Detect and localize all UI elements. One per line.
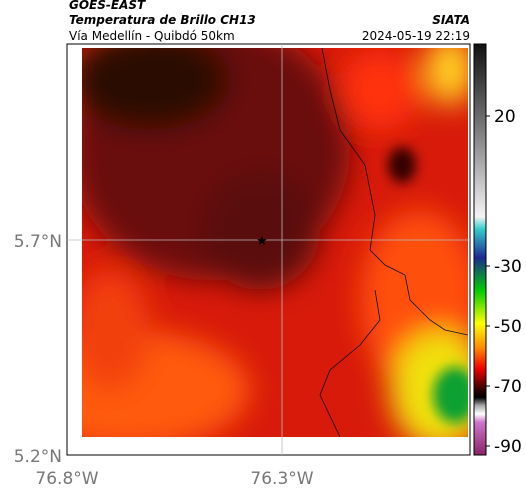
colorbar-tick-label: -70	[494, 377, 522, 397]
lon-label: 76.3°W	[250, 469, 313, 489]
source: GOES-EAST	[69, 0, 146, 12]
colorbar-tick-label: -30	[494, 257, 522, 277]
station-star: ★	[256, 234, 268, 249]
lat-label: 5.2°N	[14, 447, 62, 467]
lon-label: 76.8°W	[35, 469, 98, 489]
colorbar	[473, 43, 487, 456]
colorbar-tick-label: -90	[494, 437, 522, 457]
colorbar-ticks: 20 -30 -50 -70 -90	[486, 107, 522, 457]
title: Temperatura de Brillo CH13	[69, 13, 256, 27]
org: SIATA	[432, 13, 470, 27]
colorbar-tick-label: -50	[494, 317, 522, 337]
datetime: 2024-05-19 22:19	[362, 29, 470, 43]
colorbar-tick-label: 20	[494, 107, 516, 127]
subtitle: Vía Medellín - Quibdó 50km	[69, 29, 235, 43]
temperature-field	[82, 48, 468, 437]
lat-label: 5.7°N	[14, 232, 62, 252]
